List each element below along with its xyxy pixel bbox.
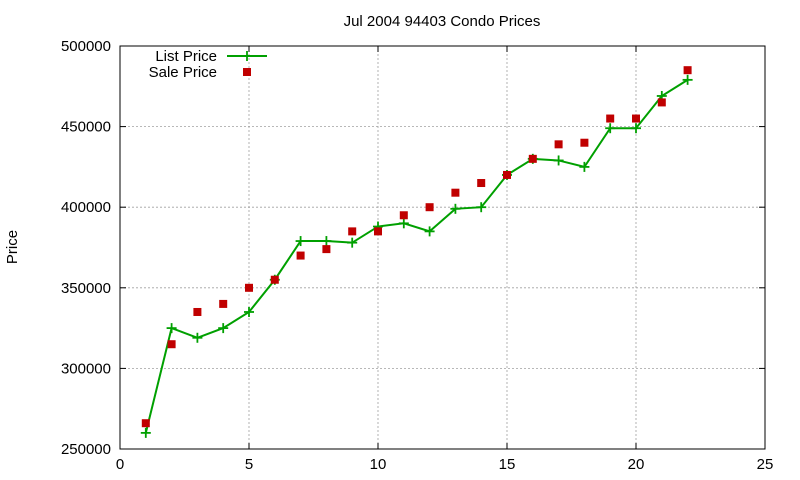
sale-price-point xyxy=(451,188,460,197)
y-tick-label: 500000 xyxy=(61,38,111,55)
sale-price-point xyxy=(580,138,589,147)
sale-price-point xyxy=(477,179,486,188)
list-price-point xyxy=(450,203,461,214)
sale-price-point xyxy=(270,275,279,284)
list-price-point xyxy=(682,74,693,85)
list-price-point xyxy=(295,236,306,247)
ticks-layer: 0 5 10 15 20 25 250000 300000 350000 400000 450000… xyxy=(61,38,773,473)
sale-price-point xyxy=(374,227,382,236)
y-tick-label: 300000 xyxy=(61,360,111,377)
list-price-point xyxy=(605,123,616,134)
grid-layer xyxy=(120,46,765,449)
x-tick-label: 5 xyxy=(245,456,253,473)
sale-price-point xyxy=(322,245,331,254)
sale-price-point xyxy=(193,307,202,316)
list-price-point xyxy=(476,202,487,213)
list-price-point xyxy=(218,323,229,334)
y-axis-label: Price xyxy=(4,230,21,264)
list-price-line xyxy=(144,79,689,434)
sale-price-point xyxy=(554,140,563,149)
x-tick-label: 0 xyxy=(116,456,124,473)
sale-price-point xyxy=(296,251,305,260)
list-price-point xyxy=(631,123,641,134)
sale-price-point xyxy=(425,203,434,212)
x-tick-label: 10 xyxy=(370,456,387,473)
sale-price-point xyxy=(503,170,511,179)
legend-marker-list-price xyxy=(242,51,252,61)
legend-label-sale-price: Sale Price xyxy=(149,64,217,81)
list-price-point xyxy=(192,332,203,343)
list-price-point xyxy=(166,323,177,334)
sale-price-point xyxy=(683,66,692,75)
legend-swatch-sale-price xyxy=(243,68,251,76)
sale-price-point xyxy=(528,154,537,163)
sale-price-point xyxy=(348,227,357,236)
list-price-point xyxy=(244,306,254,317)
sale-price-point xyxy=(167,340,176,349)
list-price-point xyxy=(553,155,564,166)
y-tick-label: 250000 xyxy=(61,441,111,458)
list-price-point xyxy=(321,236,332,247)
sale-price-point xyxy=(219,299,228,308)
plot-frame xyxy=(119,45,766,450)
y-tick-label: 350000 xyxy=(61,280,111,297)
y-tick-label: 450000 xyxy=(61,119,111,136)
sale-price-point xyxy=(657,98,666,107)
legend-label-list-price: List Price xyxy=(155,48,217,65)
list-price-point xyxy=(424,226,435,237)
y-tick-label: 400000 xyxy=(61,199,111,216)
list-price-point xyxy=(398,218,409,229)
list-price-point xyxy=(347,237,358,248)
sale-price-point xyxy=(606,114,615,123)
series-layer xyxy=(140,66,693,438)
list-price-point xyxy=(579,161,590,172)
x-tick-label: 20 xyxy=(628,456,645,473)
sale-price-point xyxy=(141,419,150,428)
sale-price-point xyxy=(399,211,408,220)
list-price-point xyxy=(140,427,151,438)
sale-price-point xyxy=(632,114,640,123)
x-tick-label: 15 xyxy=(499,456,516,473)
sale-price-point xyxy=(245,283,253,292)
chart-title: Jul 2004 94403 Condo Prices xyxy=(344,13,541,30)
x-tick-label: 25 xyxy=(757,456,774,473)
